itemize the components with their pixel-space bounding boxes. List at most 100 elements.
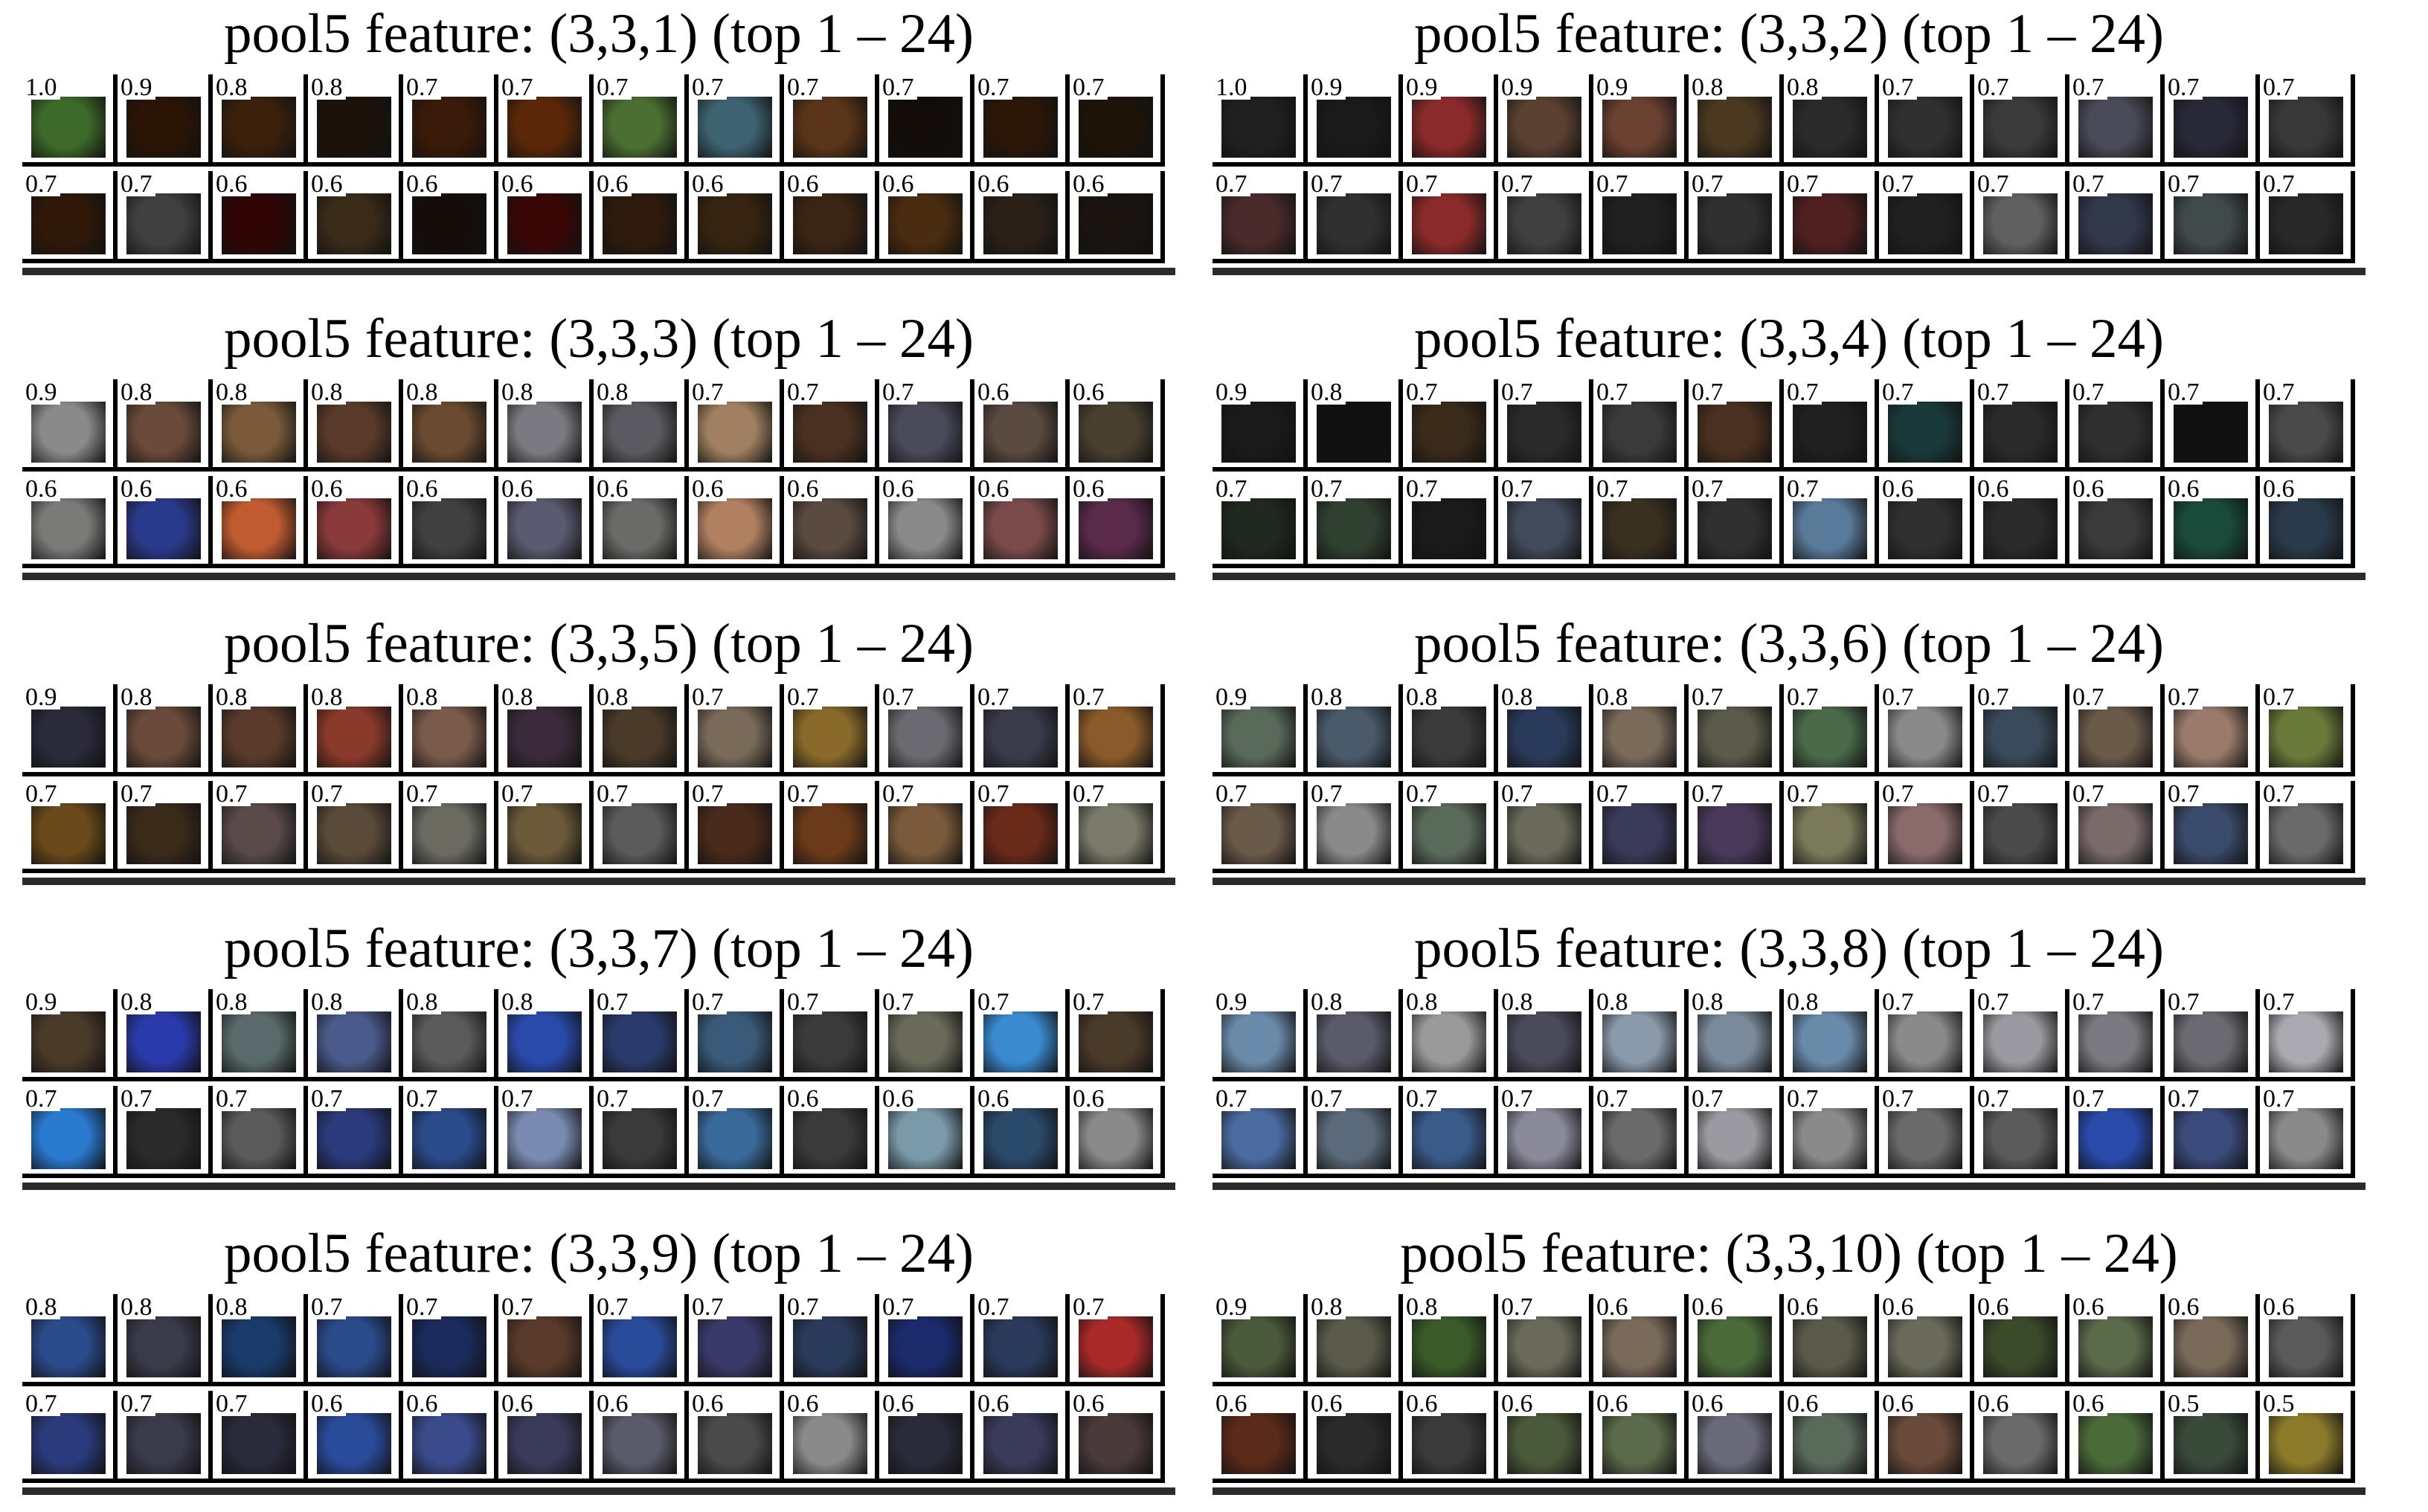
receptive-field-tile: 0.6 bbox=[879, 1086, 974, 1178]
image-patch bbox=[698, 1011, 772, 1072]
receptive-field-tile: 0.6 bbox=[594, 171, 689, 263]
receptive-field-tile: 0.6 bbox=[118, 476, 213, 568]
receptive-field-tile: 0.6 bbox=[1974, 476, 2069, 568]
strip-bottom-band bbox=[1213, 268, 2366, 275]
feature-panel: pool5 feature: (3,3,5) (top 1 – 24) 0.9 0.… bbox=[22, 610, 1175, 900]
image-patch bbox=[1079, 1316, 1153, 1377]
receptive-field-tile: 0.6 bbox=[213, 171, 308, 263]
activation-score: 0.8 bbox=[1689, 989, 1727, 1016]
activation-score: 0.7 bbox=[689, 74, 727, 101]
receptive-field-tile: 0.7 bbox=[1593, 781, 1689, 873]
activation-score: 0.6 bbox=[2069, 1294, 2107, 1321]
receptive-field-tile: 0.6 bbox=[498, 171, 594, 263]
image-patch bbox=[603, 707, 677, 768]
receptive-field-tile: 0.7 bbox=[2260, 74, 2355, 167]
activation-score: 0.7 bbox=[118, 171, 155, 198]
activation-score: 0.8 bbox=[118, 684, 155, 711]
image-patch bbox=[1079, 193, 1153, 254]
receptive-field-tile: 0.6 bbox=[974, 1086, 1070, 1178]
receptive-field-tile: 0.6 bbox=[1689, 1391, 1784, 1483]
receptive-field-tile: 0.7 bbox=[1403, 1086, 1498, 1178]
receptive-field-tile: 0.7 bbox=[1879, 1086, 1974, 1178]
image-patch bbox=[2078, 707, 2153, 768]
receptive-field-tile: 0.7 bbox=[784, 989, 879, 1081]
image-patch bbox=[1698, 803, 1772, 864]
image-patch bbox=[2269, 1316, 2343, 1377]
receptive-field-tile: 0.7 bbox=[213, 781, 308, 873]
receptive-field-tile: 0.7 bbox=[403, 1086, 498, 1178]
activation-score: 0.7 bbox=[1593, 379, 1631, 406]
activation-score: 0.9 bbox=[1213, 989, 1250, 1016]
activation-score: 0.7 bbox=[1213, 781, 1250, 808]
image-patch bbox=[1793, 193, 1867, 254]
activation-score: 0.9 bbox=[1213, 1294, 1250, 1321]
activation-score: 0.7 bbox=[1879, 171, 1917, 198]
activation-score: 0.8 bbox=[1784, 989, 1822, 1016]
image-patch bbox=[1079, 402, 1153, 463]
image-patch bbox=[222, 803, 296, 864]
activation-score: 0.6 bbox=[1879, 1294, 1917, 1321]
image-patch bbox=[603, 1011, 677, 1072]
activation-score: 0.7 bbox=[213, 781, 251, 808]
receptive-field-tile: 0.7 bbox=[2260, 379, 2355, 472]
activation-score: 0.6 bbox=[308, 1391, 346, 1418]
activation-score: 0.7 bbox=[1879, 1086, 1917, 1113]
receptive-field-tile: 0.7 bbox=[2260, 1086, 2355, 1178]
image-patch bbox=[507, 1316, 582, 1377]
receptive-field-tile: 0.6 bbox=[1070, 1391, 1165, 1483]
activation-score: 0.7 bbox=[1308, 781, 1346, 808]
feature-panel: pool5 feature: (3,3,3) (top 1 – 24) 0.9 0.… bbox=[22, 305, 1175, 595]
receptive-field-tile: 0.8 bbox=[403, 989, 498, 1081]
activation-score: 0.7 bbox=[1784, 781, 1822, 808]
receptive-field-tile: 0.7 bbox=[308, 781, 403, 873]
image-patch bbox=[1698, 498, 1772, 559]
receptive-field-tile: 0.8 bbox=[1784, 989, 1879, 1081]
image-patch bbox=[1317, 498, 1391, 559]
image-patch bbox=[126, 1011, 201, 1072]
image-patch bbox=[2174, 1011, 2248, 1072]
activation-score: 0.6 bbox=[1070, 1086, 1108, 1113]
receptive-field-tile: 0.7 bbox=[498, 74, 594, 167]
receptive-field-tile: 0.8 bbox=[594, 379, 689, 472]
activation-score: 0.7 bbox=[118, 781, 155, 808]
activation-score: 0.9 bbox=[1593, 74, 1631, 101]
image-patch bbox=[1698, 1011, 1772, 1072]
activation-score: 0.7 bbox=[1593, 171, 1631, 198]
image-patch bbox=[1317, 803, 1391, 864]
activation-score: 0.8 bbox=[213, 684, 251, 711]
image-patch bbox=[1698, 1108, 1772, 1169]
receptive-field-tile: 0.6 bbox=[1593, 1391, 1689, 1483]
receptive-field-tile: 0.8 bbox=[594, 684, 689, 776]
image-patch bbox=[2269, 803, 2343, 864]
activation-score: 0.8 bbox=[118, 379, 155, 406]
activation-score: 0.8 bbox=[403, 379, 441, 406]
activation-strip: 0.9 0.8 0.8 0.8 0.8 0.8 0.8 0.7 0.7 0.7 0.7 0.7 0.7 0… bbox=[22, 684, 1175, 885]
receptive-field-tile: 0.7 bbox=[1974, 1086, 2069, 1178]
receptive-field-tile: 0.8 bbox=[22, 1294, 118, 1386]
activation-score: 0.9 bbox=[118, 74, 155, 101]
receptive-field-tile: 0.8 bbox=[403, 684, 498, 776]
receptive-field-tile: 0.9 bbox=[118, 74, 213, 167]
image-patch bbox=[698, 97, 772, 158]
image-patch bbox=[31, 1316, 106, 1377]
image-patch bbox=[2078, 193, 2153, 254]
image-patch bbox=[317, 498, 391, 559]
image-patch bbox=[793, 97, 867, 158]
image-patch bbox=[2174, 1413, 2248, 1474]
receptive-field-tile: 0.7 bbox=[784, 1294, 879, 1386]
activation-score: 0.6 bbox=[1213, 1391, 1250, 1418]
receptive-field-tile: 0.6 bbox=[1070, 171, 1165, 263]
image-patch bbox=[126, 193, 201, 254]
receptive-field-tile: 0.7 bbox=[1070, 1294, 1165, 1386]
image-patch bbox=[1221, 1011, 1296, 1072]
image-patch bbox=[507, 803, 582, 864]
receptive-field-tile: 0.7 bbox=[1070, 684, 1165, 776]
image-patch bbox=[1317, 1108, 1391, 1169]
receptive-field-tile: 0.8 bbox=[308, 989, 403, 1081]
image-patch bbox=[222, 1413, 296, 1474]
activation-score: 0.6 bbox=[2165, 1294, 2203, 1321]
receptive-field-tile: 0.6 bbox=[974, 476, 1070, 568]
image-patch bbox=[1221, 803, 1296, 864]
activation-score: 0.6 bbox=[498, 1391, 536, 1418]
receptive-field-tile: 0.7 bbox=[879, 379, 974, 472]
